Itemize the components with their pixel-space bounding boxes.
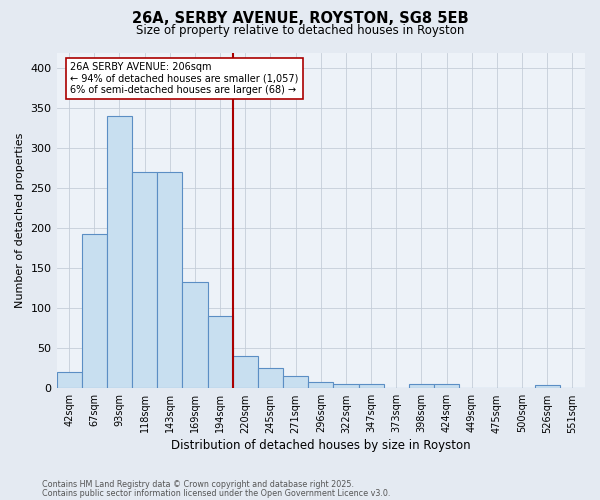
Y-axis label: Number of detached properties: Number of detached properties (15, 132, 25, 308)
Bar (157, 172, 182, 388)
Text: 26A, SERBY AVENUE, ROYSTON, SG8 5EB: 26A, SERBY AVENUE, ROYSTON, SG8 5EB (131, 11, 469, 26)
Text: Size of property relative to detached houses in Royston: Size of property relative to detached ho… (136, 24, 464, 37)
Bar (434, 384, 459, 388)
X-axis label: Distribution of detached houses by size in Royston: Distribution of detached houses by size … (171, 440, 470, 452)
Bar (56, 372, 82, 388)
Text: Contains public sector information licensed under the Open Government Licence v3: Contains public sector information licen… (42, 488, 391, 498)
Bar (182, 282, 208, 389)
Bar (258, 368, 283, 388)
Bar (535, 385, 560, 388)
Text: Contains HM Land Registry data © Crown copyright and database right 2025.: Contains HM Land Registry data © Crown c… (42, 480, 354, 489)
Bar (283, 376, 308, 388)
Bar (208, 316, 233, 388)
Bar (409, 384, 434, 388)
Bar (334, 384, 359, 388)
Bar (132, 172, 157, 388)
Bar (308, 382, 334, 388)
Bar (233, 356, 258, 388)
Bar (82, 234, 107, 388)
Bar (359, 384, 383, 388)
Bar (107, 116, 132, 388)
Text: 26A SERBY AVENUE: 206sqm
← 94% of detached houses are smaller (1,057)
6% of semi: 26A SERBY AVENUE: 206sqm ← 94% of detach… (70, 62, 299, 96)
